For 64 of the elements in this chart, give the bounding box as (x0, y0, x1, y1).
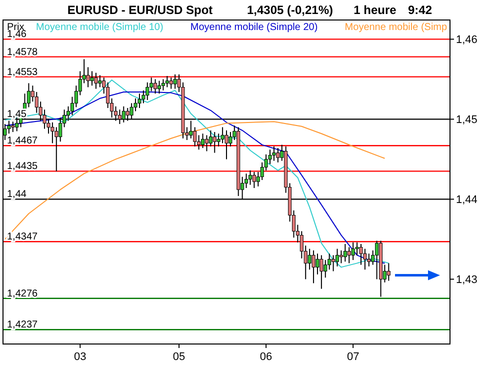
candlestick (320, 254, 324, 290)
text: 1,4305 (-0,21%) (246, 3, 334, 17)
candlestick (252, 172, 256, 188)
candlestick (173, 74, 177, 90)
candlestick (248, 170, 252, 186)
candlestick (204, 134, 208, 152)
y-tick-label: 1,46 (456, 34, 478, 46)
x-tick-label: 07 (346, 351, 360, 363)
candlestick (54, 126, 58, 172)
chart-title: EURUSD - EUR/USD Spot (67, 3, 213, 17)
candlestick (367, 253, 371, 267)
y-tick-label: 1,45 (456, 114, 478, 126)
candlestick (347, 246, 351, 264)
ref-line-label: 1,4237 (7, 320, 38, 331)
candlestick (336, 248, 340, 267)
y-tick-label: 1,43 (456, 274, 478, 286)
candlestick (332, 254, 336, 272)
text: 9:42 (408, 3, 432, 17)
ref-line-label: 1,4578 (7, 46, 38, 58)
ref-line-label: 1,4435 (7, 161, 38, 172)
candlestick (276, 148, 280, 163)
candlestick (161, 78, 165, 91)
candlestick (158, 80, 161, 94)
candlestick (224, 130, 228, 160)
text: Moyenne mobile (Simple 10) (36, 22, 164, 33)
ref-line-label: 1,4276 (7, 288, 38, 300)
line-series (4, 121, 386, 240)
ref-line-label: 1,4467 (7, 136, 38, 147)
candlestick (351, 242, 355, 260)
candlestick (375, 240, 379, 280)
candlestick (138, 93, 142, 108)
candlestick (106, 82, 110, 108)
candlestick (324, 260, 328, 278)
candlestick (272, 146, 276, 162)
ref-line-label: 1,4347 (7, 232, 38, 243)
candlestick (201, 133, 205, 148)
x-tick-label: 05 (172, 351, 186, 363)
candlestick (94, 72, 98, 90)
candlestick (363, 248, 367, 270)
candlestick (90, 70, 94, 86)
candlestick (316, 253, 320, 275)
candlestick (154, 78, 158, 94)
candlestick (355, 242, 359, 256)
text: Moyenne mobile (Simple 20) (190, 22, 318, 33)
ref-line-label: 1,4553 (7, 66, 38, 78)
candlestick (308, 248, 312, 270)
candlestick (312, 250, 316, 284)
candlestick (146, 82, 150, 100)
candlestick (359, 244, 363, 266)
x-tick-label: 03 (74, 351, 86, 363)
candlestick (11, 121, 15, 132)
y-tick-label: 1,44 (456, 194, 478, 206)
candlestick (165, 76, 169, 88)
ref-line-label: 1,44 (7, 189, 27, 200)
candlestick (212, 132, 216, 154)
candlestick (169, 77, 173, 90)
candlestick (343, 244, 347, 262)
candlestick (98, 74, 102, 88)
text: 1 heure (354, 3, 397, 17)
candlestick (220, 126, 224, 144)
candlestick (386, 262, 390, 282)
text: Moyenne mobile (Simp (344, 22, 448, 33)
candlestick (339, 250, 343, 264)
x-tick-label: 06 (260, 351, 272, 363)
